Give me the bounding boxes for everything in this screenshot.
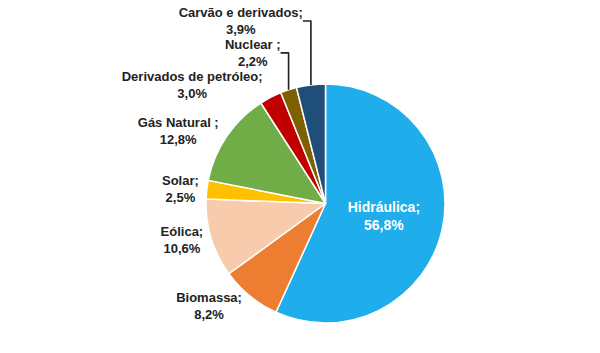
svg-text:Biomassa;8,2%: Biomassa;8,2% <box>176 290 242 322</box>
svg-text:Eólica;10,6%: Eólica;10,6% <box>161 224 204 256</box>
svg-text:Nuclear ;2,2%: Nuclear ;2,2% <box>225 37 281 69</box>
svg-text:Hidráulica;56,8%: Hidráulica;56,8% <box>348 199 420 233</box>
svg-text:Derivados de petróleo;3,0%: Derivados de petróleo;3,0% <box>122 69 263 101</box>
svg-text:Gás Natural ;12,8%: Gás Natural ;12,8% <box>138 115 219 147</box>
svg-text:Solar;2,5%: Solar;2,5% <box>162 173 199 205</box>
svg-text:Carvão e derivados;3,9%: Carvão e derivados;3,9% <box>179 5 303 37</box>
